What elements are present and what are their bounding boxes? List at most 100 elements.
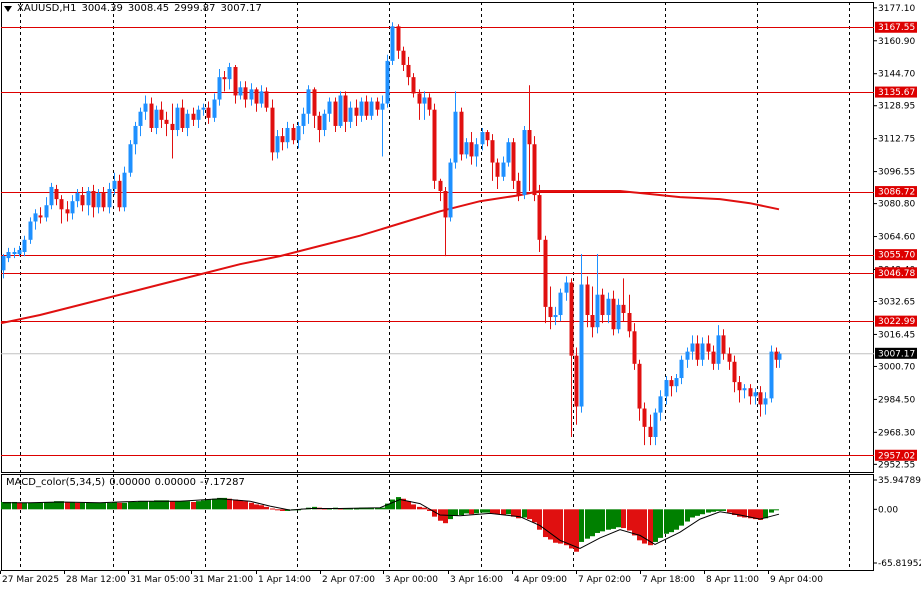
candle-body bbox=[317, 115, 322, 131]
candle-body bbox=[86, 191, 91, 206]
macd-histogram-bar bbox=[217, 497, 222, 510]
macd-histogram-bar bbox=[453, 509, 458, 516]
candle-body bbox=[96, 193, 101, 208]
candle-body bbox=[511, 142, 516, 181]
macd-histogram-bar bbox=[138, 501, 143, 510]
macd-histogram-bar bbox=[101, 502, 106, 510]
level-price-box bbox=[875, 267, 917, 279]
candle-body bbox=[732, 361, 737, 383]
macd-histogram-bar bbox=[522, 509, 527, 518]
macd-histogram-bar bbox=[222, 497, 227, 510]
candle-body bbox=[585, 284, 590, 316]
current-price-label: 3007.17 bbox=[878, 349, 915, 359]
candle-body bbox=[721, 335, 726, 354]
level-price-label: 3046.78 bbox=[878, 269, 915, 279]
time-axis-label: 28 Mar 12:00 bbox=[66, 575, 126, 585]
macd-histogram-bar bbox=[249, 502, 254, 510]
macd-histogram-bar bbox=[411, 504, 416, 510]
macd-histogram-bar bbox=[343, 508, 348, 510]
macd-histogram-bar bbox=[763, 509, 768, 519]
candle-body bbox=[191, 113, 196, 120]
macd-histogram-bar bbox=[275, 509, 280, 511]
time-axis-label: 8 Apr 11:00 bbox=[706, 575, 759, 585]
candle-body bbox=[648, 426, 653, 438]
collapse-triangle-icon[interactable] bbox=[4, 5, 12, 12]
candle-body bbox=[196, 109, 201, 120]
macd-histogram-bar bbox=[70, 501, 75, 510]
candle-body bbox=[243, 87, 248, 100]
price-axis-label: 3160.90 bbox=[878, 37, 915, 47]
candle-body bbox=[753, 392, 758, 397]
candle-body bbox=[380, 103, 385, 110]
level-price-label: 3022.99 bbox=[878, 317, 915, 327]
price-axis-label: 3128.95 bbox=[878, 102, 915, 112]
macd-histogram-bar bbox=[369, 507, 374, 510]
macd-histogram-bar bbox=[149, 501, 154, 510]
macd-histogram-bar bbox=[574, 509, 579, 552]
macd-histogram-bar bbox=[690, 509, 695, 518]
macd-histogram-bar bbox=[695, 509, 700, 516]
candle-body bbox=[438, 180, 443, 192]
macd-axis-label: 35.94789 bbox=[878, 476, 921, 486]
candle-body bbox=[122, 172, 127, 208]
macd-histogram-bar bbox=[44, 501, 49, 510]
macd-histogram-bar bbox=[480, 509, 485, 513]
macd-histogram-bar bbox=[579, 509, 584, 542]
macd-histogram-bar bbox=[122, 502, 127, 510]
macd-histogram-bar bbox=[422, 507, 427, 510]
candle-body bbox=[359, 101, 364, 116]
candle-body bbox=[443, 191, 448, 218]
macd-histogram-bar bbox=[133, 501, 138, 510]
macd-signal-line bbox=[3, 498, 780, 550]
macd-histogram-bar bbox=[464, 509, 469, 514]
price-axis-label: 3144.70 bbox=[878, 70, 915, 80]
macd-histogram-bar bbox=[270, 508, 275, 510]
macd-histogram-bar bbox=[501, 509, 506, 516]
candle-body bbox=[107, 188, 112, 208]
price-axis-label: 3064.60 bbox=[878, 233, 915, 243]
candle-body bbox=[112, 180, 117, 189]
macd-panel-frame bbox=[1, 474, 874, 571]
macd-histogram-bar bbox=[621, 509, 626, 529]
time-axis-label: 3 Apr 16:00 bbox=[450, 575, 503, 585]
candle-body bbox=[17, 249, 22, 255]
price-axis-label: 2984.50 bbox=[878, 395, 915, 405]
macd-histogram-bar bbox=[459, 509, 464, 516]
candle-body bbox=[285, 127, 290, 143]
candle-body bbox=[664, 380, 669, 397]
macd-histogram-bar bbox=[91, 502, 96, 510]
candle-body bbox=[138, 111, 143, 126]
macd-histogram-bar bbox=[59, 501, 64, 510]
candle-body bbox=[233, 66, 238, 96]
macd-histogram-bar bbox=[595, 509, 600, 533]
candle-body bbox=[101, 193, 106, 208]
macd-histogram-bar bbox=[553, 509, 558, 543]
macd-histogram-bar bbox=[700, 509, 705, 515]
candle-body bbox=[296, 125, 301, 141]
macd-histogram-bar bbox=[632, 509, 637, 536]
candle-body bbox=[527, 130, 532, 145]
candle-body bbox=[574, 355, 579, 407]
time-axis-label: 7 Apr 02:00 bbox=[578, 575, 631, 585]
candle-body bbox=[306, 89, 311, 114]
macd-histogram-bar bbox=[227, 498, 232, 510]
time-axis-label: 1 Apr 14:00 bbox=[258, 575, 311, 585]
macd-histogram-bar bbox=[6, 501, 11, 510]
candle-body bbox=[396, 26, 401, 51]
candle-body bbox=[301, 113, 306, 126]
candle-body bbox=[227, 66, 232, 80]
macd-histogram-bar bbox=[490, 509, 495, 514]
candle-body bbox=[54, 188, 59, 200]
macd-histogram-bar bbox=[443, 509, 448, 524]
macd-histogram-bar bbox=[669, 509, 674, 533]
time-axis-label: 31 Mar 21:00 bbox=[193, 575, 253, 585]
candle-body bbox=[453, 111, 458, 163]
candle-body bbox=[201, 107, 206, 110]
candle-body bbox=[149, 103, 154, 128]
macd-histogram-bar bbox=[12, 501, 17, 510]
candle-body bbox=[128, 144, 133, 173]
candle-body bbox=[422, 97, 427, 104]
candle-body bbox=[6, 251, 11, 259]
close-value: 3007.17 bbox=[220, 3, 262, 14]
